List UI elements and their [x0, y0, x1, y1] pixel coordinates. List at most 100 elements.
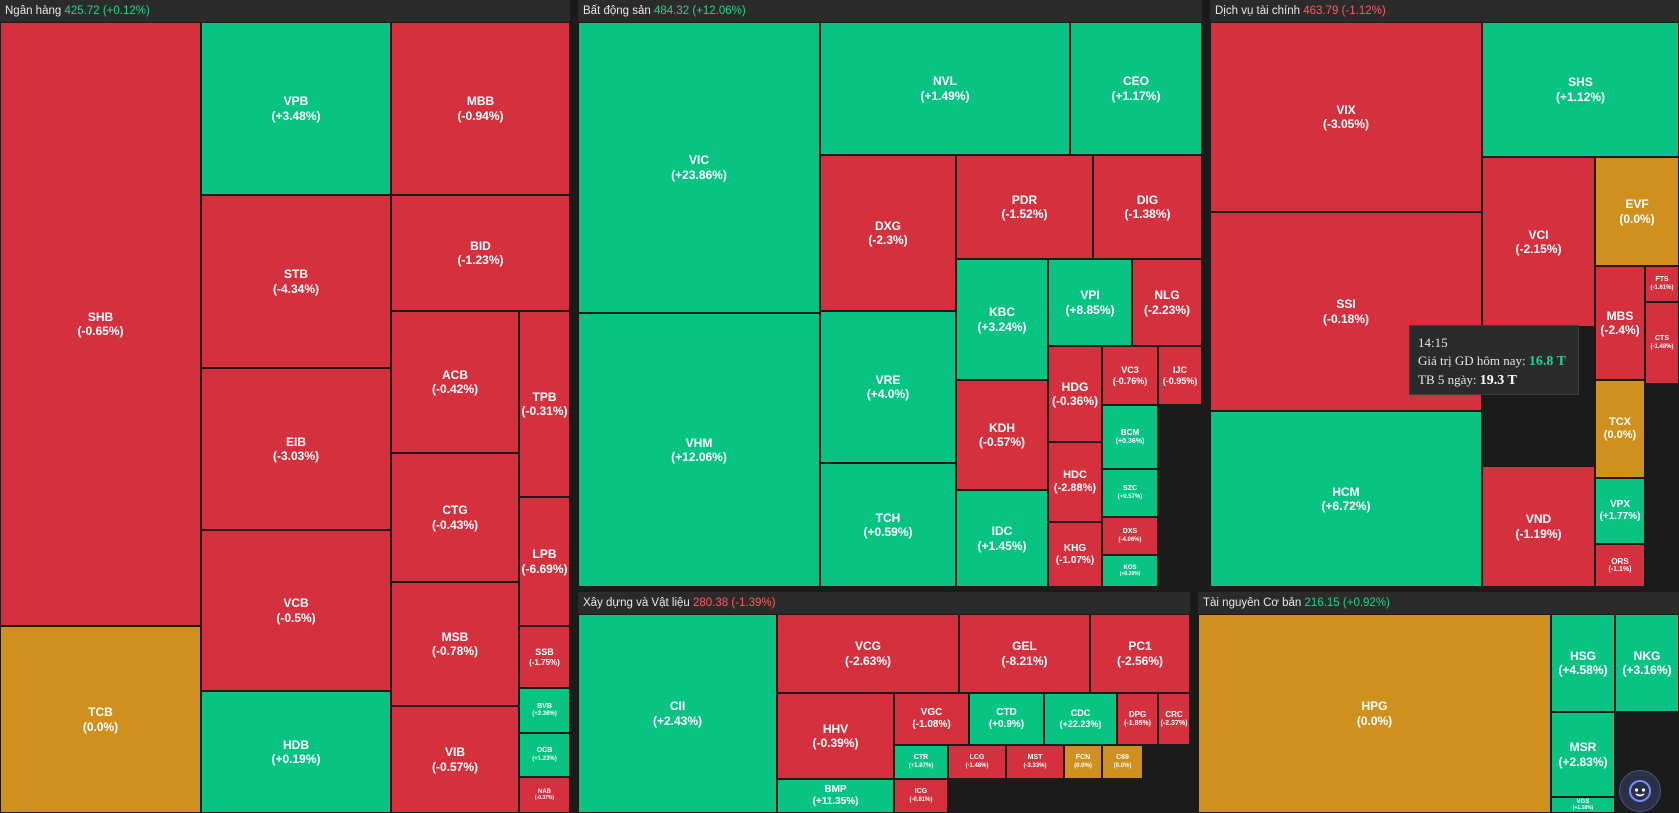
stock-ticker: HPG — [1361, 699, 1388, 714]
stock-tile[interactable]: BMP (+11.35%) — [777, 779, 894, 813]
stock-ticker: EVF — [1625, 197, 1649, 212]
stock-tile[interactable]: CEO (+1.17%) — [1070, 22, 1202, 155]
stock-tile[interactable]: HHV (-0.39%) — [777, 693, 894, 779]
stock-tile[interactable]: KHG (-1.07%) — [1048, 522, 1102, 587]
stock-tile[interactable]: VPX (+1.77%) — [1595, 478, 1645, 544]
sector-header[interactable]: Tài nguyên Cơ bản 216.15 (+0.92%) — [1198, 592, 1679, 614]
sector-header[interactable]: Xây dựng và Vật liệu 280.38 (-1.39%) — [578, 592, 1190, 614]
stock-change: (0.0%) — [1113, 762, 1132, 769]
stock-tile[interactable]: VGC (-1.08%) — [894, 693, 969, 745]
stock-tile[interactable]: TCB (0.0%) — [0, 626, 201, 813]
stock-tile[interactable]: ACB (-0.42%) — [391, 311, 519, 453]
stock-tile[interactable]: SSB (-1.75%) — [519, 626, 570, 688]
stock-tile[interactable]: BCM (+0.36%) — [1102, 405, 1158, 469]
stock-tile[interactable]: VHM (+12.06%) — [578, 313, 820, 587]
stock-tile[interactable]: MST (-3.33%) — [1006, 745, 1064, 779]
stock-tile[interactable]: VIX (-3.05%) — [1210, 22, 1482, 212]
stock-tile[interactable]: HDC (-2.88%) — [1048, 442, 1102, 522]
stock-tile[interactable]: VPB (+3.48%) — [201, 22, 391, 195]
stock-tile[interactable]: KBC (+3.24%) — [956, 259, 1048, 380]
stock-tile[interactable]: KDH (-0.57%) — [956, 380, 1048, 490]
stock-tile[interactable]: VPI (+8.85%) — [1048, 259, 1132, 346]
stock-change: (-8.21%) — [1001, 653, 1048, 668]
stock-tile[interactable]: PC1 (-2.56%) — [1090, 614, 1190, 693]
stock-tile[interactable]: BID (-1.23%) — [391, 195, 570, 311]
stock-tile[interactable]: HPG (0.0%) — [1198, 614, 1551, 813]
stock-tile[interactable]: VND (-1.19%) — [1482, 466, 1595, 587]
stock-tile[interactable]: CTG (-0.43%) — [391, 453, 519, 582]
stock-tile[interactable]: CTS (-1.48%) — [1645, 302, 1679, 384]
stock-tile[interactable]: MSR (+2.83%) — [1551, 712, 1615, 797]
stock-tile[interactable]: DXS (-4.06%) — [1102, 517, 1158, 555]
stock-ticker: HDB — [283, 737, 309, 752]
stock-tile[interactable]: TCH (+0.59%) — [820, 463, 956, 587]
stock-tile[interactable]: CRC (-2.37%) — [1158, 693, 1190, 745]
sector-name: Dịch vụ tài chính — [1215, 5, 1301, 17]
stock-tile[interactable]: EIB (-3.03%) — [201, 368, 391, 530]
stock-tile[interactable]: VIC (+23.86%) — [578, 22, 820, 313]
stock-tile[interactable]: ICG (-0.81%) — [894, 779, 948, 813]
chat-assistant-button[interactable] — [1619, 770, 1661, 812]
stock-tile[interactable]: VGS (+1.18%) — [1551, 797, 1615, 813]
stock-tile[interactable]: VC3 (-0.76%) — [1102, 346, 1158, 405]
stock-tile[interactable]: GEL (-8.21%) — [959, 614, 1090, 693]
stock-tile[interactable]: MSB (-0.78%) — [391, 582, 519, 706]
stock-tile[interactable]: IDC (+1.45%) — [956, 490, 1048, 587]
sector-name: Xây dựng và Vật liệu — [583, 597, 690, 609]
stock-tile[interactable]: DXG (-2.3%) — [820, 155, 956, 311]
stock-tile[interactable]: HDB (+0.19%) — [201, 691, 391, 813]
stock-tile[interactable]: FTS (-1.61%) — [1645, 266, 1679, 302]
stock-tile[interactable]: CTD (+0.9%) — [969, 693, 1044, 745]
stock-tile[interactable]: SZC (+0.57%) — [1102, 469, 1158, 517]
stock-change: (+4.0%) — [866, 387, 910, 401]
stock-tile[interactable]: FCN (0.0%) — [1064, 745, 1102, 779]
stock-change: (0.0%) — [1356, 713, 1393, 728]
stock-ticker: DIG — [1136, 192, 1159, 207]
sector-header[interactable]: Bất động sản 484.32 (+12.06%) — [578, 0, 1202, 22]
stock-tile[interactable]: MBB (-0.94%) — [391, 22, 570, 195]
stock-change: (-0.18%) — [1322, 311, 1369, 326]
stock-tile[interactable]: C69 (0.0%) — [1102, 745, 1143, 779]
sector-name: Ngân hàng — [5, 5, 62, 17]
stock-tile[interactable]: MBS (-2.4%) — [1595, 266, 1645, 380]
stock-ticker: TPB — [532, 389, 557, 404]
stock-tile[interactable]: STB (-4.34%) — [201, 195, 391, 368]
stock-tile[interactable]: NLG (-2.23%) — [1132, 259, 1202, 346]
stock-ticker: VRE — [875, 372, 901, 387]
stock-tile[interactable]: TPB (-0.31%) — [519, 311, 570, 497]
stock-tile[interactable]: CII (+2.43%) — [578, 614, 777, 813]
stock-tile[interactable]: CTR (+1.87%) — [894, 745, 948, 779]
stock-tile[interactable]: ORS (-1.1%) — [1595, 544, 1645, 587]
stock-tile[interactable]: VIB (-0.57%) — [391, 706, 519, 813]
stock-tile[interactable]: VRE (+4.0%) — [820, 311, 956, 463]
stock-tile[interactable]: HSG (+4.58%) — [1551, 614, 1615, 712]
stock-tile[interactable]: SHB (-0.65%) — [0, 22, 201, 626]
stock-tile[interactable]: NAB (-0.37%) — [519, 777, 570, 813]
stock-tile[interactable]: HDG (-0.36%) — [1048, 346, 1102, 442]
stock-tile[interactable]: BVB (+2.36%) — [519, 688, 570, 733]
stock-ticker: VHM — [685, 435, 713, 450]
stock-tile[interactable]: VCI (-2.15%) — [1482, 157, 1595, 327]
stock-tile[interactable]: TCX (0.0%) — [1595, 380, 1645, 478]
stock-tile[interactable]: LCG (-1.48%) — [948, 745, 1006, 779]
stock-tile[interactable]: IJC (-0.95%) — [1158, 346, 1202, 405]
stock-tile[interactable]: PDR (-1.52%) — [956, 155, 1093, 259]
stock-tile[interactable]: VCB (-0.5%) — [201, 530, 391, 691]
stock-tile[interactable]: NVL (+1.49%) — [820, 22, 1070, 155]
stock-tile[interactable]: EVF (0.0%) — [1595, 157, 1679, 266]
stock-ticker: VCB — [283, 596, 309, 611]
stock-tile[interactable]: KOS (+0.39%) — [1102, 555, 1158, 587]
stock-tile[interactable]: HCM (+6.72%) — [1210, 411, 1482, 587]
stock-ticker: SSI — [1336, 297, 1356, 312]
sector-header[interactable]: Dịch vụ tài chính 463.79 (-1.12%) — [1210, 0, 1679, 22]
stock-tile[interactable]: VCG (-2.63%) — [777, 614, 959, 693]
stock-ticker: BID — [470, 238, 491, 253]
stock-tile[interactable]: OCB (+1.23%) — [519, 733, 570, 777]
stock-tile[interactable]: SHS (+1.12%) — [1482, 22, 1679, 157]
stock-tile[interactable]: LPB (-6.69%) — [519, 497, 570, 626]
stock-tile[interactable]: NKG (+3.16%) — [1615, 614, 1679, 712]
stock-tile[interactable]: DPG (-1.85%) — [1117, 693, 1158, 745]
stock-tile[interactable]: CDC (+22.23%) — [1044, 693, 1117, 745]
sector-header[interactable]: Ngân hàng 425.72 (+0.12%) — [0, 0, 570, 22]
stock-tile[interactable]: DIG (-1.38%) — [1093, 155, 1202, 259]
